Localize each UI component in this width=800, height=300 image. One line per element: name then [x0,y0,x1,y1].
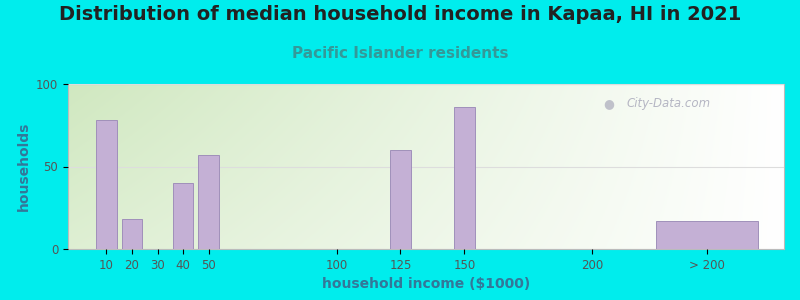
Y-axis label: households: households [17,122,30,211]
Text: Pacific Islander residents: Pacific Islander residents [292,46,508,62]
Bar [390,150,410,249]
Bar [198,155,219,249]
Bar [122,219,142,249]
Bar [173,183,194,249]
Text: ●: ● [603,97,614,110]
X-axis label: household income ($1000): household income ($1000) [322,277,530,291]
Bar [454,107,474,249]
Bar [656,221,758,249]
Bar [96,120,117,249]
Text: Distribution of median household income in Kapaa, HI in 2021: Distribution of median household income … [59,4,741,23]
Text: City-Data.com: City-Data.com [626,97,710,110]
